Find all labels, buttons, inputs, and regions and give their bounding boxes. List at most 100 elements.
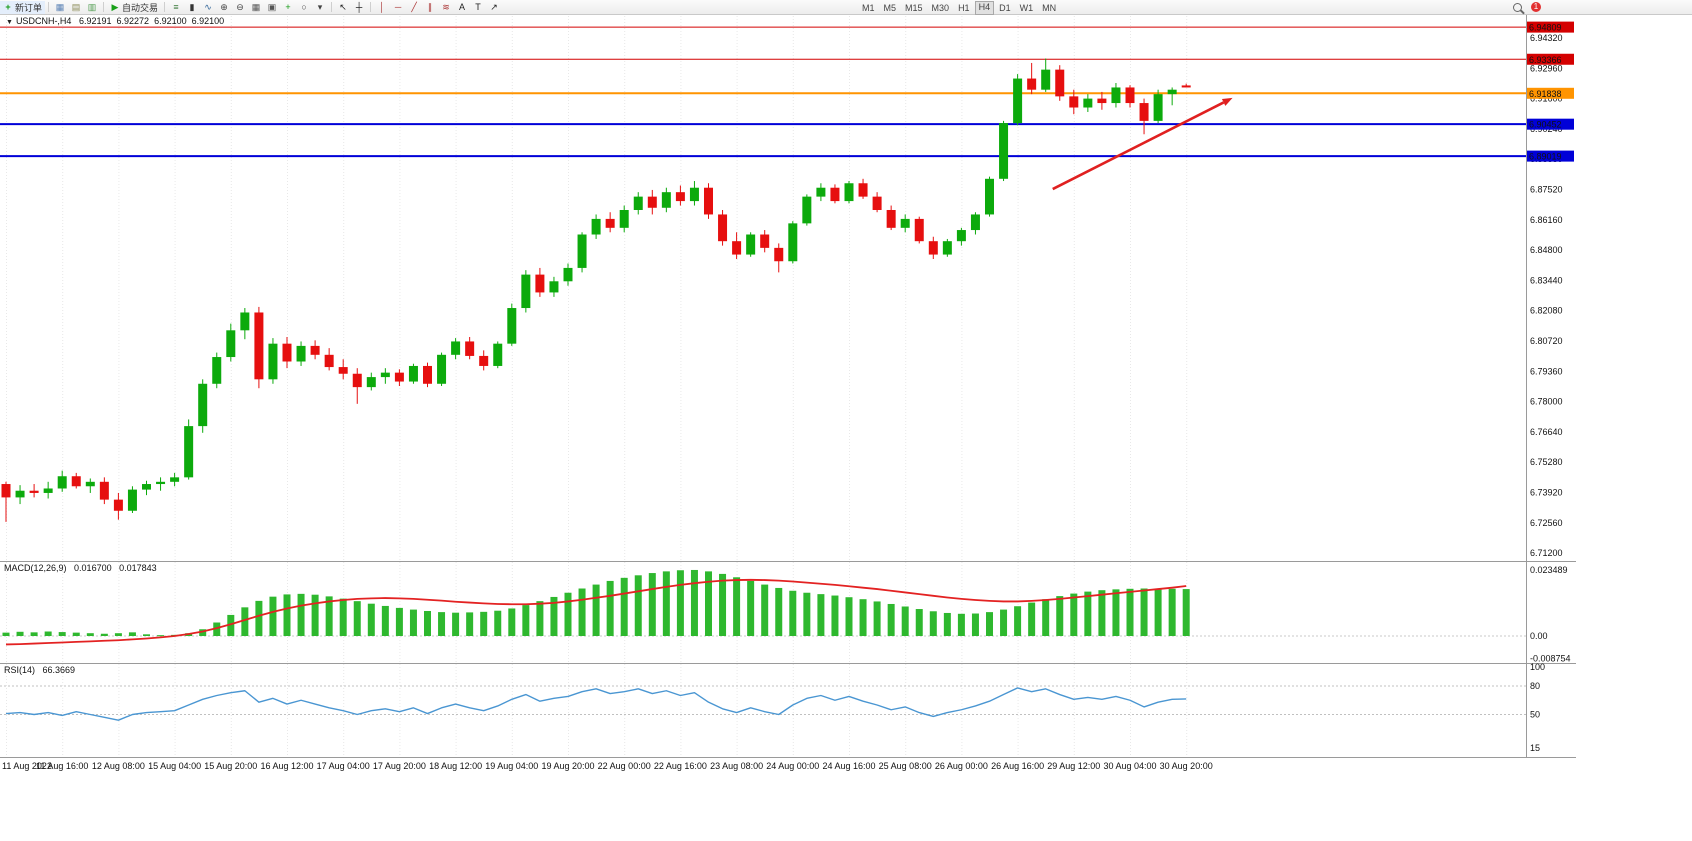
bars-chart-icon: ≡ (173, 2, 179, 12)
notification-badge[interactable]: 1 (1531, 2, 1541, 12)
svg-text:100: 100 (1530, 662, 1545, 672)
svg-text:12 Aug 08:00: 12 Aug 08:00 (92, 761, 145, 771)
svg-text:19 Aug 04:00: 19 Aug 04:00 (485, 761, 538, 771)
timeframe-m30[interactable]: M30 (931, 3, 950, 13)
svg-text:16 Aug 12:00: 16 Aug 12:00 (260, 761, 313, 771)
new-order-button[interactable]: + 新订单 (0, 0, 46, 14)
zoom-in-button[interactable]: ⊕ (216, 1, 232, 14)
new-order-label: 新订单 (15, 2, 43, 13)
svg-text:6.83440: 6.83440 (1530, 275, 1563, 285)
candlestick-chart-button[interactable]: ▮ (184, 1, 200, 14)
svg-text:15 Aug 20:00: 15 Aug 20:00 (204, 761, 257, 771)
horizontal-lines[interactable] (0, 26, 1526, 158)
indicators-icon: + (285, 2, 291, 12)
collapse-icon[interactable]: ▼ (6, 19, 13, 26)
profiles-button[interactable]: ▤ (68, 1, 84, 14)
price-line-label (1527, 21, 1574, 33)
trend-arrow[interactable] (1052, 97, 1233, 191)
market-watch-icon: ▥ (87, 2, 97, 12)
timeframe-h1[interactable]: H1 (958, 3, 970, 13)
templates-button[interactable]: ▾ (312, 1, 328, 14)
channel-button[interactable]: ∥ (422, 1, 438, 14)
svg-text:30 Aug 04:00: 30 Aug 04:00 (1103, 761, 1156, 771)
indicators-button[interactable]: + (280, 1, 296, 14)
search-icon[interactable] (1513, 2, 1522, 12)
zoom-out-icon: ⊖ (236, 2, 244, 12)
arrows-button[interactable]: ↗ (486, 1, 502, 14)
trendline-button[interactable]: ╱ (406, 1, 422, 14)
toolbar-separator (48, 2, 50, 12)
candlestick-series (1, 58, 1191, 522)
toolbar-separator (103, 2, 105, 12)
macd-main-value: 0.016700 (74, 563, 112, 573)
svg-text:6.79360: 6.79360 (1530, 366, 1563, 376)
svg-text:25 Aug 08:00: 25 Aug 08:00 (879, 761, 932, 771)
rsi-name: RSI(14) (4, 665, 36, 675)
timeframe-bar: M1 M5 M15 M30 H1 H4 D1 W1 MN (858, 1, 1060, 15)
svg-text:11 Aug 16:00: 11 Aug 16:00 (36, 761, 88, 771)
timeframe-h4[interactable]: H4 (974, 1, 995, 15)
toolbar-left-icons: ▦ ▤ ▥ (52, 1, 100, 14)
svg-text:6.91838: 6.91838 (1529, 89, 1562, 99)
ohlc-high: 6.92272 (116, 16, 150, 26)
autotrading-button[interactable]: ▶ 自动交易 (107, 1, 161, 14)
price-line-label (1527, 53, 1574, 65)
cascade-windows-icon: ▣ (267, 2, 277, 12)
svg-text:17 Aug 20:00: 17 Aug 20:00 (373, 761, 426, 771)
rsi-label: RSI(14) 66.3669 (4, 665, 80, 675)
text-button[interactable]: A (454, 1, 470, 14)
svg-text:22 Aug 00:00: 22 Aug 00:00 (598, 761, 651, 771)
profiles-icon: ▤ (71, 2, 81, 12)
crosshair-icon: ┼ (355, 2, 363, 12)
timeframe-m15[interactable]: M15 (905, 3, 923, 13)
svg-text:18 Aug 12:00: 18 Aug 12:00 (429, 761, 482, 771)
svg-text:-0.008754: -0.008754 (1530, 654, 1571, 664)
ohlc-open: 6.92191 (78, 16, 112, 26)
text-label-button[interactable]: T (470, 1, 486, 14)
cascade-windows-button[interactable]: ▣ (264, 1, 280, 14)
axes: 6.943206.929606.916006.902406.888806.875… (0, 14, 1576, 771)
charts-grid-button[interactable]: ▦ (52, 1, 68, 14)
trendline-icon: ╱ (411, 2, 417, 12)
timeframe-m5[interactable]: M5 (883, 3, 897, 13)
svg-text:30 Aug 20:00: 30 Aug 20:00 (1160, 761, 1213, 771)
timeframe-d1[interactable]: D1 (999, 3, 1011, 13)
svg-text:6.73920: 6.73920 (1530, 488, 1563, 498)
timeframe-mn[interactable]: MN (1042, 3, 1057, 13)
market-watch-button[interactable]: ▥ (84, 1, 100, 14)
zoom-out-button[interactable]: ⊖ (232, 1, 248, 14)
timeframe-w1[interactable]: W1 (1019, 3, 1034, 13)
line-chart-button[interactable]: ∿ (200, 1, 216, 14)
autotrading-label: 自动交易 (122, 2, 159, 13)
svg-text:6.94320: 6.94320 (1530, 33, 1563, 43)
horizontal-line-button[interactable]: ─ (390, 1, 406, 14)
rsi-value: 66.3669 (42, 665, 76, 675)
fibonacci-button[interactable]: ≋ (438, 1, 454, 14)
arrows-icon: ↗ (490, 2, 498, 12)
text-icon: A (459, 2, 466, 12)
svg-text:6.75280: 6.75280 (1530, 457, 1563, 467)
periods-button[interactable]: ○ (296, 1, 312, 14)
tile-windows-button[interactable]: ▦ (248, 1, 264, 14)
svg-text:15: 15 (1530, 743, 1540, 753)
svg-text:24 Aug 16:00: 24 Aug 16:00 (822, 761, 875, 771)
vertical-line-button[interactable]: │ (374, 1, 390, 14)
timeframe-m1[interactable]: M1 (862, 3, 875, 13)
svg-text:15 Aug 04:00: 15 Aug 04:00 (148, 761, 201, 771)
bars-chart-button[interactable]: ≡ (168, 1, 184, 14)
svg-text:6.84800: 6.84800 (1530, 245, 1563, 255)
svg-text:6.87520: 6.87520 (1530, 185, 1563, 195)
toolbar-separator (164, 2, 166, 12)
svg-text:6.76640: 6.76640 (1530, 427, 1563, 437)
text-label-icon: T (475, 2, 481, 12)
cursor-button[interactable]: ↖ (335, 1, 351, 14)
horizontal-line-icon: ─ (394, 2, 402, 12)
ohlc-low: 6.92100 (154, 16, 187, 26)
rsi-pane (0, 685, 1526, 721)
svg-text:50: 50 (1530, 710, 1540, 720)
svg-text:6.86160: 6.86160 (1530, 215, 1563, 225)
crosshair-button[interactable]: ┼ (351, 1, 367, 14)
svg-text:6.94809: 6.94809 (1529, 23, 1562, 33)
